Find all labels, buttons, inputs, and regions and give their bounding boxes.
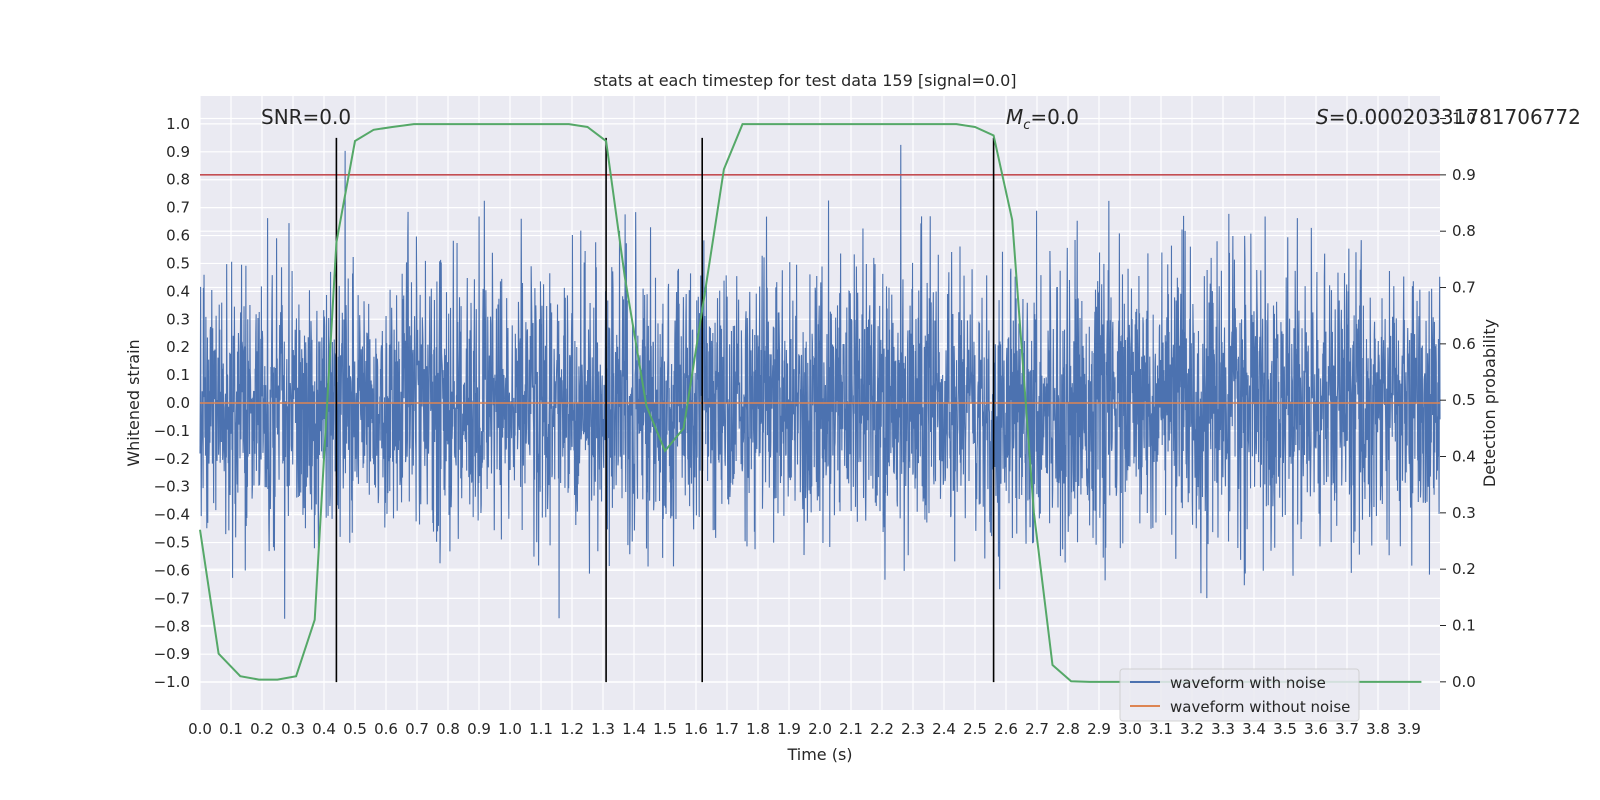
x-tick-label: 2.6 — [994, 720, 1018, 738]
x-tick-label: 1.8 — [746, 720, 770, 738]
x-tick-label: 3.7 — [1335, 720, 1359, 738]
y-tick-label: −0.7 — [154, 589, 190, 607]
y2-tick-label: 0.0 — [1452, 673, 1476, 691]
x-axis-label: Time (s) — [786, 745, 852, 764]
x-tick-label: 2.5 — [963, 720, 987, 738]
x-tick-label: 0.3 — [281, 720, 305, 738]
y2-tick-label: 0.3 — [1452, 504, 1476, 522]
y-tick-label: −0.9 — [154, 645, 190, 663]
y-tick-label: 0.1 — [166, 366, 190, 384]
y2-tick-label: 1.0 — [1452, 110, 1476, 128]
y-tick-label: 0.0 — [166, 394, 190, 412]
x-tick-label: 1.7 — [715, 720, 739, 738]
waveform-with-noise-series — [199, 144, 1441, 619]
legend: waveform with noise waveform without noi… — [1119, 668, 1360, 722]
x-tick-label: 0.1 — [219, 720, 243, 738]
s-symbol: S — [1316, 105, 1329, 129]
chart-title: stats at each timestep for test data 159… — [593, 71, 1016, 90]
y-tick-label: −0.4 — [154, 506, 190, 524]
x-tick-label: 1.6 — [684, 720, 708, 738]
x-tick-label: 1.2 — [560, 720, 584, 738]
y-ticks: 1.0 0.9 0.8 0.7 0.6 0.5 0.4 0.3 0.2 0.1 0.0 −0.1 −0.… — [154, 115, 190, 691]
y2-axis-label: Detection probability — [1480, 319, 1499, 487]
x-tick-label: 0.7 — [405, 720, 429, 738]
x-tick-label: 3.9 — [1397, 720, 1421, 738]
x-tick-label: 3.0 — [1118, 720, 1142, 738]
y-axis-label: Whitened strain — [124, 339, 143, 466]
y-tick-label: 0.9 — [166, 143, 190, 161]
vertical-markers — [335, 137, 995, 683]
x-tick-label: 2.3 — [901, 720, 925, 738]
x-tick-label: 3.8 — [1366, 720, 1390, 738]
mc-value: =0.0 — [1030, 105, 1079, 129]
x-tick-label: 3.6 — [1304, 720, 1328, 738]
x-tick-label: 2.9 — [1087, 720, 1111, 738]
x-tick-label: 3.3 — [1211, 720, 1235, 738]
x-tick-label: 2.1 — [839, 720, 863, 738]
legend-label-clean: waveform without noise — [1170, 698, 1350, 716]
y2-tick-label: 0.7 — [1452, 279, 1476, 297]
legend-label-noise: waveform with noise — [1170, 674, 1326, 692]
mc-symbol: M — [1006, 105, 1023, 129]
x-tick-label: 2.2 — [870, 720, 894, 738]
mc-annotation: Mc=0.0 — [1006, 105, 1079, 133]
y-tick-label: −0.3 — [154, 478, 190, 496]
y2-tick-label: 0.5 — [1452, 391, 1476, 409]
y-tick-label: −0.2 — [154, 450, 190, 468]
y-tick-label: 0.4 — [166, 282, 190, 300]
x-tick-label: 2.8 — [1056, 720, 1080, 738]
x-tick-label: 1.4 — [622, 720, 646, 738]
x-tick-label: 0.8 — [436, 720, 460, 738]
x-tick-label: 1.9 — [777, 720, 801, 738]
y-tick-label: 0.8 — [166, 171, 190, 189]
y-tick-label: 1.0 — [166, 115, 190, 133]
x-tick-label: 0.9 — [467, 720, 491, 738]
x-tick-label: 3.2 — [1180, 720, 1204, 738]
y2-tick-label: 0.6 — [1452, 335, 1476, 353]
y-tick-label: 0.5 — [166, 254, 190, 272]
x-tick-label: 2.0 — [808, 720, 832, 738]
y2-tick-label: 0.8 — [1452, 222, 1476, 240]
y-tick-label: 0.2 — [166, 338, 190, 356]
y-tick-label: −0.8 — [154, 617, 190, 635]
s-value: =0.00020331781706772 — [1329, 105, 1581, 129]
noise-trace — [199, 144, 1441, 619]
x-tick-label: 0.2 — [250, 720, 274, 738]
s-annotation: S=0.00020331781706772 — [1316, 105, 1581, 129]
y-tick-label: −0.1 — [154, 422, 190, 440]
x-tick-label: 3.5 — [1273, 720, 1297, 738]
y-tick-label: −1.0 — [154, 673, 190, 691]
y2-tick-label: 0.2 — [1452, 560, 1476, 578]
x-tick-label: 1.3 — [591, 720, 615, 738]
x-tick-label: 0.6 — [374, 720, 398, 738]
y-tick-label: −0.6 — [154, 561, 190, 579]
x-tick-label: 3.4 — [1242, 720, 1266, 738]
x-tick-label: 0.0 — [188, 720, 212, 738]
y2-tick-label: 0.4 — [1452, 448, 1476, 466]
snr-annotation: SNR=0.0 — [261, 105, 351, 129]
y2-tick-label: 0.1 — [1452, 617, 1476, 635]
x-tick-label: 2.4 — [932, 720, 956, 738]
y2-ticks: 1.0 0.9 0.8 0.7 0.6 0.5 0.4 0.3 0.2 0.1 0.0 — [1440, 110, 1476, 691]
y-tick-label: 0.3 — [166, 310, 190, 328]
mc-sub: c — [1023, 118, 1030, 133]
x-tick-label: 2.7 — [1025, 720, 1049, 738]
x-tick-label: 1.5 — [653, 720, 677, 738]
x-tick-label: 1.1 — [529, 720, 553, 738]
y-tick-label: −0.5 — [154, 534, 190, 552]
x-tick-label: 0.5 — [343, 720, 367, 738]
y-tick-label: 0.7 — [166, 199, 190, 217]
legend-box — [1119, 668, 1360, 722]
x-ticks: 0.0 0.1 0.2 0.3 0.4 0.5 0.6 0.7 0.8 0.9 1.0 1.1 1.2 1… — [188, 720, 1421, 738]
x-tick-label: 3.1 — [1149, 720, 1173, 738]
y-tick-label: 0.6 — [166, 227, 190, 245]
x-tick-label: 1.0 — [498, 720, 522, 738]
x-tick-label: 0.4 — [312, 720, 336, 738]
y2-tick-label: 0.9 — [1452, 166, 1476, 184]
